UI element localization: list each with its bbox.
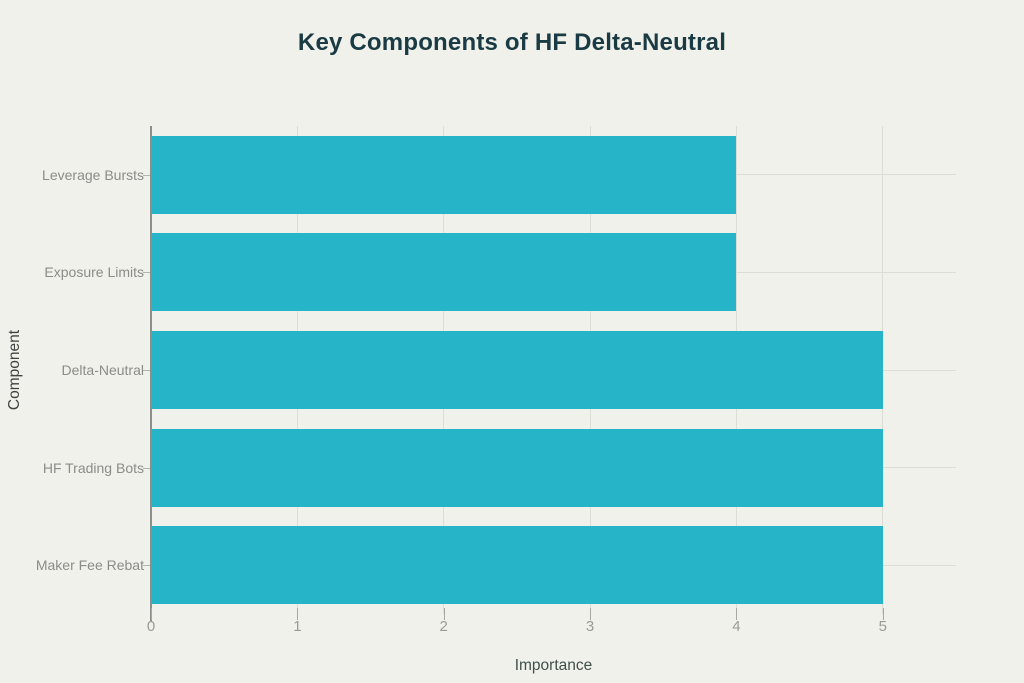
- y-axis-line: [150, 126, 152, 622]
- y-tick-label: Exposure Limits: [44, 264, 144, 281]
- x-tick-label: 2: [439, 618, 448, 635]
- y-tick-label: Maker Fee Rebat: [35, 557, 144, 574]
- y-axis-tick: [143, 370, 150, 371]
- bar-delta-neutral: [151, 331, 883, 409]
- x-tick-label: 0: [146, 618, 156, 635]
- plot-area: [151, 126, 956, 614]
- y-axis-tick: [143, 467, 150, 469]
- x-tick-label: 3: [585, 618, 595, 635]
- bar-maker-fee-rebat: [151, 526, 883, 605]
- chart-title: Key Components of HF Delta-Neutral: [297, 29, 727, 56]
- x-axis-tick: [590, 608, 592, 620]
- y-tick-label: Delta-Neutral: [61, 362, 144, 378]
- y-axis-tick: [143, 565, 150, 567]
- x-axis-tick: [736, 608, 738, 620]
- x-tick-label: 4: [732, 618, 741, 635]
- x-tick-label: 1: [293, 618, 302, 635]
- y-axis-tick: [143, 272, 150, 274]
- bar-exposure-limits: [151, 233, 737, 312]
- x-axis-tick: [443, 608, 445, 620]
- x-axis-title: Importance: [514, 657, 593, 674]
- y-tick-label: Leverage Bursts: [42, 166, 144, 183]
- bar-leverage-bursts: [151, 135, 737, 214]
- x-axis-tick: [151, 608, 152, 620]
- x-axis-tick: [882, 608, 884, 620]
- bar-hf-trading-bots: [151, 428, 883, 507]
- y-axis-tick: [143, 174, 150, 176]
- x-tick-label: 5: [878, 618, 887, 635]
- y-tick-label: HF Trading Bots: [42, 459, 144, 476]
- x-axis-tick: [297, 608, 299, 620]
